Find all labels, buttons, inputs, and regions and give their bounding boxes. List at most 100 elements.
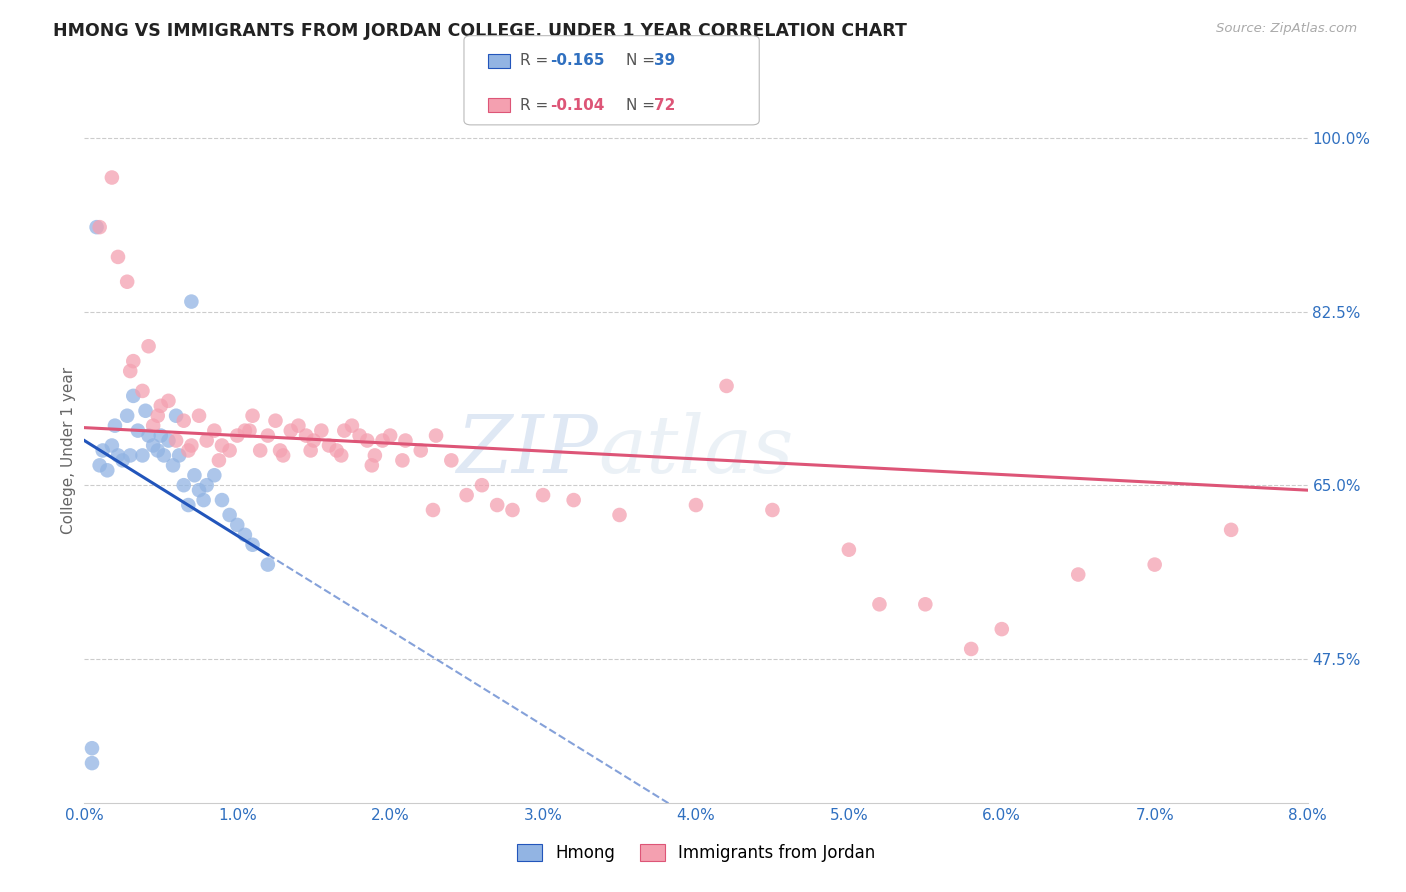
- Point: [162, 458, 184, 473]
- Text: N =: N =: [626, 98, 659, 112]
- Point: [360, 458, 382, 473]
- Point: [249, 443, 271, 458]
- Point: [226, 517, 249, 532]
- Point: [180, 294, 202, 309]
- Point: [120, 449, 142, 463]
- Point: [761, 503, 783, 517]
- Point: [238, 424, 260, 438]
- Point: [311, 424, 333, 438]
- Point: [211, 493, 233, 508]
- Point: [80, 756, 103, 770]
- Point: [127, 424, 149, 438]
- Point: [131, 449, 153, 463]
- Point: [146, 409, 169, 423]
- Point: [914, 597, 936, 611]
- Point: [531, 488, 554, 502]
- Point: [218, 443, 240, 458]
- Point: [149, 428, 172, 442]
- Point: [280, 424, 302, 438]
- Point: [157, 434, 180, 448]
- Point: [157, 393, 180, 408]
- Point: [486, 498, 509, 512]
- Point: [349, 428, 371, 442]
- Point: [101, 170, 124, 185]
- Point: [122, 354, 145, 368]
- Point: [233, 528, 256, 542]
- Point: [394, 434, 416, 448]
- Point: [340, 418, 363, 433]
- Legend: Hmong, Immigrants from Jordan: Hmong, Immigrants from Jordan: [510, 837, 882, 869]
- Point: [107, 250, 129, 264]
- Point: [195, 434, 218, 448]
- Point: [391, 453, 413, 467]
- Text: ZIP: ZIP: [457, 412, 598, 489]
- Point: [233, 424, 256, 438]
- Point: [211, 438, 233, 452]
- Point: [208, 453, 231, 467]
- Point: [287, 418, 309, 433]
- Point: [111, 453, 134, 467]
- Point: [422, 503, 444, 517]
- Point: [180, 438, 202, 452]
- Point: [173, 478, 195, 492]
- Point: [138, 428, 160, 442]
- Point: [149, 399, 172, 413]
- Point: [562, 493, 585, 508]
- Point: [146, 443, 169, 458]
- Point: [104, 418, 127, 433]
- Point: [177, 498, 200, 512]
- Point: [264, 414, 287, 428]
- Point: [195, 478, 218, 492]
- Point: [302, 434, 325, 448]
- Text: atlas: atlas: [598, 412, 793, 489]
- Text: R =: R =: [520, 98, 554, 112]
- Point: [271, 449, 294, 463]
- Point: [356, 434, 378, 448]
- Point: [991, 622, 1014, 636]
- Point: [1143, 558, 1166, 572]
- Text: HMONG VS IMMIGRANTS FROM JORDAN COLLEGE, UNDER 1 YEAR CORRELATION CHART: HMONG VS IMMIGRANTS FROM JORDAN COLLEGE,…: [53, 22, 907, 40]
- Point: [89, 220, 111, 235]
- Point: [107, 449, 129, 463]
- Point: [371, 434, 394, 448]
- Point: [960, 642, 983, 657]
- Point: [838, 542, 860, 557]
- Point: [115, 275, 138, 289]
- Point: [456, 488, 478, 502]
- Point: [257, 428, 280, 442]
- Point: [609, 508, 631, 522]
- Point: [440, 453, 463, 467]
- Point: [165, 409, 187, 423]
- Point: [318, 438, 340, 452]
- Point: [257, 558, 280, 572]
- Point: [502, 503, 524, 517]
- Point: [167, 449, 190, 463]
- Point: [177, 443, 200, 458]
- Point: [333, 424, 356, 438]
- Point: [188, 409, 211, 423]
- Point: [135, 403, 157, 417]
- Point: [173, 414, 195, 428]
- Text: N =: N =: [626, 54, 659, 68]
- Point: [242, 409, 264, 423]
- Point: [325, 443, 347, 458]
- Point: [409, 443, 432, 458]
- Point: [188, 483, 211, 498]
- Point: [131, 384, 153, 398]
- Point: [122, 389, 145, 403]
- Text: 39: 39: [654, 54, 675, 68]
- Point: [193, 493, 215, 508]
- Point: [364, 449, 387, 463]
- Point: [153, 449, 176, 463]
- Y-axis label: College, Under 1 year: College, Under 1 year: [60, 367, 76, 534]
- Text: Source: ZipAtlas.com: Source: ZipAtlas.com: [1216, 22, 1357, 36]
- Point: [91, 443, 114, 458]
- Point: [86, 220, 108, 235]
- Text: -0.165: -0.165: [550, 54, 605, 68]
- Point: [183, 468, 205, 483]
- Point: [425, 428, 447, 442]
- Point: [202, 468, 225, 483]
- Text: -0.104: -0.104: [550, 98, 605, 112]
- Text: 72: 72: [654, 98, 675, 112]
- Point: [1067, 567, 1090, 582]
